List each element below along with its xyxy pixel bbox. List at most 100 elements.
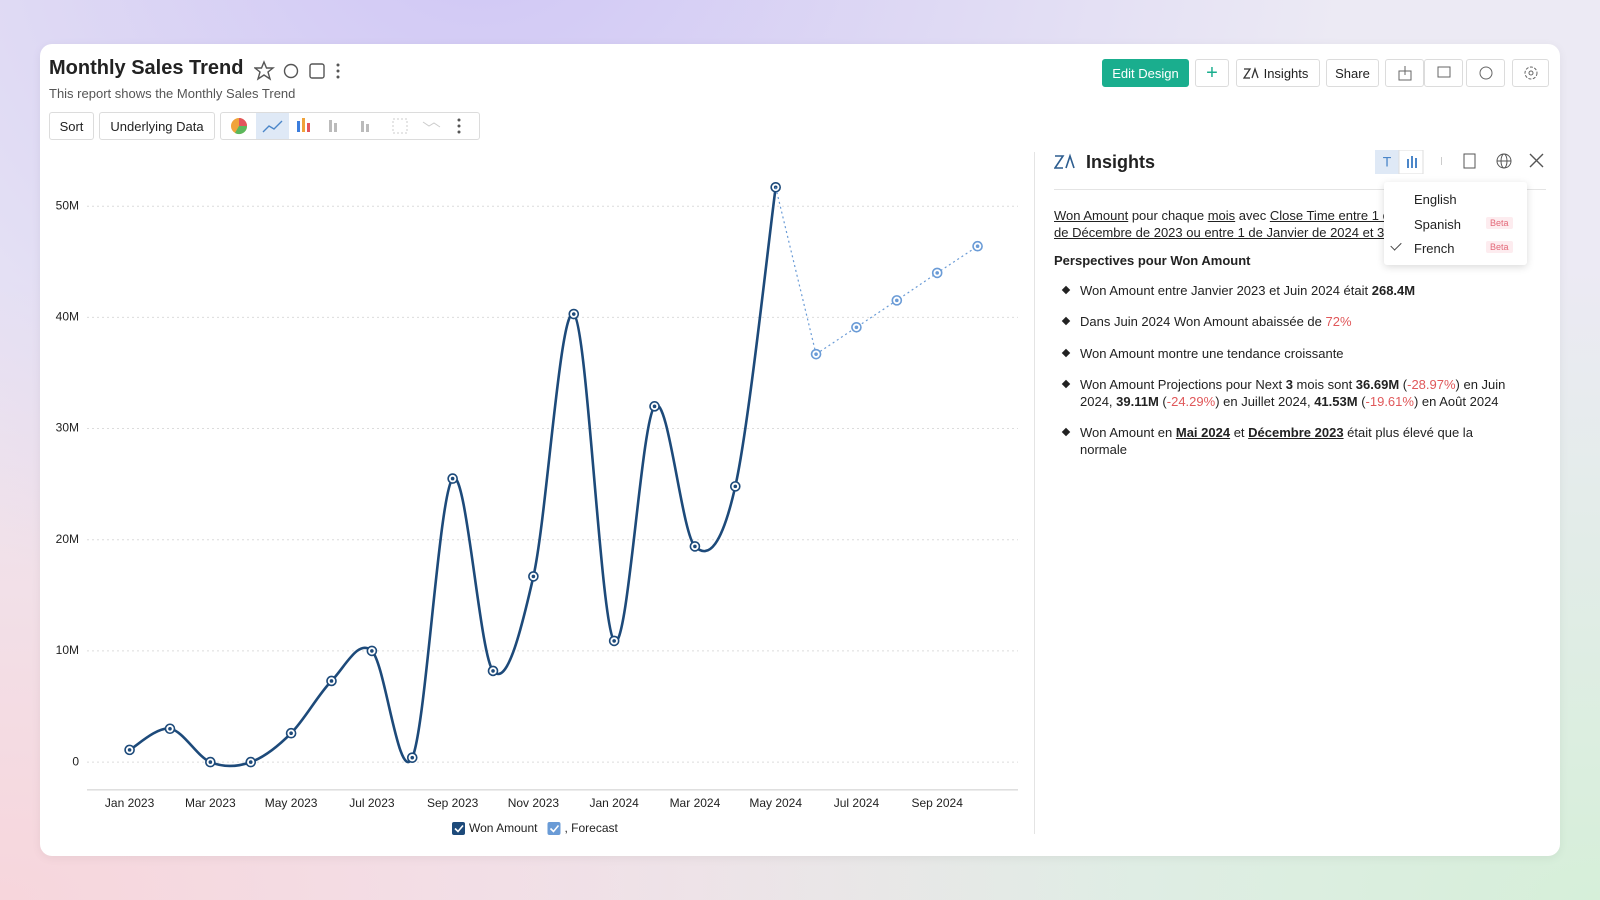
data-point <box>124 744 135 756</box>
x-tick-label: Jan 2024 <box>589 796 639 810</box>
x-tick-label: Jan 2023 <box>105 796 155 810</box>
y-tick-label: 10M <box>56 643 79 657</box>
intro-line: de Décembre de 2023 ou entre 1 de Janvie… <box>1054 224 1384 241</box>
y-tick-label: 40M <box>56 310 79 324</box>
data-point <box>447 473 458 484</box>
insights-button[interactable]: Insights <box>1236 59 1320 87</box>
insights-icon <box>1243 66 1259 79</box>
legend-label: , Forecast <box>564 821 618 835</box>
data-point <box>406 752 418 763</box>
x-tick-label: May 2023 <box>265 796 318 810</box>
text-run: Won Amount montre une tendance croissant… <box>1080 346 1344 361</box>
beta-badge: Beta <box>1486 241 1513 253</box>
insights-rule <box>1054 189 1546 190</box>
text-run: 41.53M <box>1314 394 1358 409</box>
data-point <box>972 240 983 252</box>
text-run: ( <box>1158 394 1167 409</box>
data-point <box>528 571 539 582</box>
marker-dot <box>248 760 253 764</box>
data-point <box>568 308 580 320</box>
text-run: Won Amount en <box>1080 425 1176 440</box>
legend-item[interactable]: Won Amount <box>452 821 538 835</box>
underlying-data-button[interactable]: Underlying Data <box>99 112 215 140</box>
x-tick-label: Jul 2023 <box>349 796 395 810</box>
text-run: était plus élevé que la normale <box>1080 425 1473 457</box>
y-tick-label: 30M <box>56 421 79 435</box>
text-run: -28.97% <box>1407 377 1456 392</box>
x-tick-label: Sep 2023 <box>427 796 479 810</box>
data-point <box>729 481 741 492</box>
edit-design-button[interactable]: Edit Design <box>1102 59 1189 87</box>
title-icons[interactable] <box>254 60 344 82</box>
text-run: Won Amount entre Janvier 2023 et Juin 20… <box>1080 283 1372 298</box>
text-run: Close Time entre 1 c <box>1269 208 1384 223</box>
language-option[interactable]: French Beta <box>1384 238 1527 258</box>
data-point <box>164 723 176 735</box>
marker-dot <box>410 755 415 760</box>
x-tick-label: Sep 2024 <box>912 796 964 810</box>
report-subtitle: This report shows the Monthly Sales Tren… <box>49 86 296 101</box>
x-tick-label: Jul 2024 <box>834 796 880 810</box>
insights-title: Insights <box>1086 152 1156 172</box>
data-point <box>931 267 943 279</box>
text-run: ( <box>1357 394 1366 409</box>
marker-dot <box>652 404 657 409</box>
export-button[interactable] <box>1385 59 1424 87</box>
data-point <box>285 727 297 739</box>
selected-check <box>1390 239 1402 251</box>
settings-button[interactable] <box>1512 59 1549 87</box>
data-point <box>851 321 862 333</box>
text-run: Mai 2024 <box>1175 425 1231 440</box>
legend-check <box>454 824 464 833</box>
panel-divider <box>1034 152 1035 834</box>
forecast-connector <box>775 187 817 355</box>
text-run: Décembre 2023 <box>1248 425 1344 440</box>
share-button[interactable]: Share <box>1326 59 1379 87</box>
data-point <box>649 401 660 412</box>
marker-dot <box>975 244 980 249</box>
data-point <box>608 635 620 647</box>
legend-check <box>549 824 560 833</box>
text-run: Dans Juin 2024 Won Amount abaissée de <box>1080 314 1326 329</box>
marker-dot <box>612 639 616 643</box>
insights-heading: Perspectives pour Won Amount <box>1054 253 1251 268</box>
marker-dot <box>127 748 132 752</box>
chart-type-switcher[interactable] <box>220 112 480 140</box>
legend-item[interactable]: , Forecast <box>547 821 619 835</box>
insights-tools[interactable]: T <box>1375 150 1545 174</box>
language-dropdown: English Spanish Beta French Beta <box>1384 182 1527 265</box>
text-run: mois <box>1207 208 1236 223</box>
text-run: 39.11M <box>1116 394 1159 409</box>
intro-line: Won Amount pour chaque mois avec Close T… <box>1054 207 1384 224</box>
x-tick-label: Mar 2023 <box>185 796 236 810</box>
marker-dot <box>935 271 939 275</box>
bullet-text: Won Amount entre Janvier 2023 et Juin 20… <box>1080 282 1520 299</box>
text-run: 36.69M <box>1355 377 1400 392</box>
x-tick-label: May 2024 <box>749 796 802 810</box>
text-run: et <box>1230 425 1249 440</box>
comment-button[interactable] <box>1424 59 1463 87</box>
language-option[interactable]: Spanish Beta <box>1384 214 1527 234</box>
text-run: -19.61% <box>1365 394 1414 409</box>
legend-checkbox <box>452 822 465 835</box>
data-point <box>245 756 257 768</box>
sort-button[interactable]: Sort <box>49 112 94 140</box>
marker-dot <box>208 760 213 764</box>
marker-dot <box>733 484 738 489</box>
text-run: ) en Juillet 2024, <box>1215 394 1315 409</box>
alert-button[interactable] <box>1466 59 1505 87</box>
y-tick-label: 50M <box>56 198 79 212</box>
text-run: ) en Août 2024 <box>1413 394 1499 409</box>
text-run: -24.29% <box>1166 394 1216 409</box>
language-option[interactable]: English <box>1384 189 1527 209</box>
marker-dot <box>693 544 697 549</box>
marker-dot <box>289 731 293 735</box>
add-button[interactable]: + <box>1195 59 1229 87</box>
text-run: 268.4M <box>1371 283 1416 298</box>
marker-dot <box>814 352 818 356</box>
report-card <box>40 44 1560 856</box>
text-run: ( <box>1399 377 1408 392</box>
text-run: de Décembre de 2023 ou entre 1 de Janvie… <box>1054 225 1384 240</box>
insights-logo <box>1054 153 1075 169</box>
